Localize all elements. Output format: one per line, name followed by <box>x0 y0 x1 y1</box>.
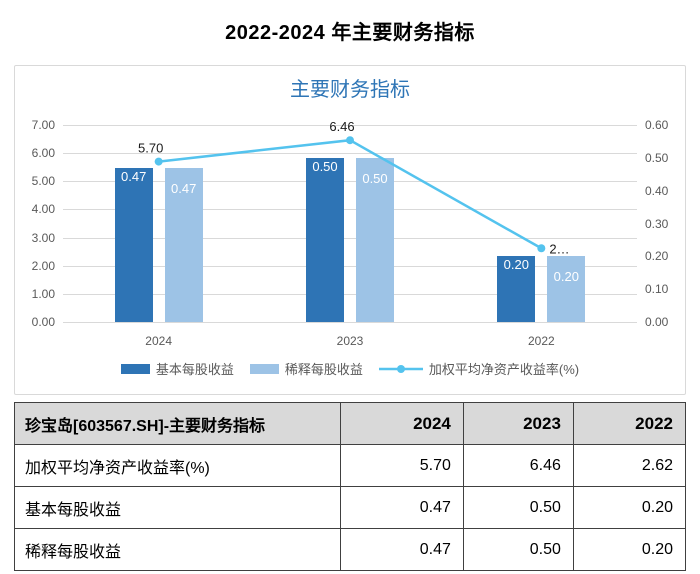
table-row-label: 基本每股收益 <box>13 486 342 529</box>
roe-line <box>158 138 542 250</box>
gridline <box>63 125 637 126</box>
gridline <box>63 181 637 182</box>
table-header-title: 珍宝岛[603567.SH]-主要财务指标 <box>13 402 342 445</box>
financial-table-header: 珍宝岛[603567.SH]-主要财务指标 2024 2023 2022 <box>13 402 687 445</box>
gridline <box>63 238 637 239</box>
legend-item-roe: 加权平均净资产收益率(%) <box>378 359 580 378</box>
right-axis-tick: 0.50 <box>645 150 669 165</box>
bar-value-label: 0.47 <box>171 180 197 196</box>
right-axis-tick: 0.20 <box>645 249 669 264</box>
table-row: 加权平均净资产收益率(%) 5.70 6.46 2.62 <box>13 444 687 487</box>
right-axis-tick: 0.00 <box>645 315 669 329</box>
chart-card: 主要财务指标 7.00 6.00 5.00 4.00 3.00 2.00 1.00 0.00 … <box>14 65 686 395</box>
chart-title: 主要财务指标 <box>290 79 410 101</box>
gridline <box>63 153 637 154</box>
gridline <box>63 266 637 267</box>
table-cell-value: 2.62 <box>572 444 687 487</box>
table-row: 稀释每股收益 0.47 0.50 0.20 <box>13 528 687 571</box>
table-header-year-2022: 2022 <box>572 402 687 445</box>
left-axis-tick: 1.00 <box>31 286 55 301</box>
financial-table: 珍宝岛[603567.SH]-主要财务指标 2024 2023 2022 加权平均净资… <box>13 402 687 571</box>
table-header-year-2023: 2023 <box>462 402 574 445</box>
table-cell-value: 0.47 <box>340 528 464 571</box>
chart-legend: 基本每股收益 稀释每股收益 加权平均净资产收益率(%) <box>15 359 685 378</box>
left-axis-tick: 4.00 <box>31 202 55 217</box>
table-cell-value: 0.20 <box>572 486 687 529</box>
table-cell-value: 6.46 <box>462 444 574 487</box>
legend-swatch-basic-eps <box>120 363 150 374</box>
roe-point-2022 <box>537 244 546 253</box>
table-header-row: 珍宝岛[603567.SH]-主要财务指标 2024 2023 2022 <box>13 402 687 445</box>
left-axis-tick: 6.00 <box>31 146 55 161</box>
roe-point-label: 5.70 <box>138 141 163 156</box>
legend-label-basic-eps: 基本每股收益 <box>155 362 234 377</box>
bar-value-label: 0.20 <box>503 257 529 273</box>
legend-label-diluted-eps: 稀释每股收益 <box>284 362 363 377</box>
roe-point-label: 6.46 <box>329 119 354 134</box>
table-row-label: 稀释每股收益 <box>13 528 342 571</box>
plot-area: 0.47 0.50 0.20 0.47 0.50 0.20 5.70 6.46 2… <box>63 119 637 323</box>
legend-line-sample <box>378 364 423 373</box>
left-axis-tick: 7.00 <box>31 118 55 132</box>
bar-value-label: 0.50 <box>362 170 388 186</box>
bar-value-label: 0.20 <box>553 269 579 285</box>
chart-body: 7.00 6.00 5.00 4.00 3.00 2.00 1.00 0.00 0.47 0.5… <box>15 118 685 329</box>
bar-value-label: 0.47 <box>121 168 147 184</box>
bar-diluted-eps-2022: 0.20 <box>547 256 586 322</box>
right-axis: 0.60 0.50 0.40 0.30 0.20 0.10 0.00 <box>637 118 679 329</box>
x-label-2023: 2023 <box>336 334 364 348</box>
roe-line-chart: 5.70 6.46 2… <box>138 119 570 256</box>
x-label-2024: 2024 <box>145 334 173 348</box>
bar-diluted-eps-2023: 0.50 <box>356 157 394 322</box>
roe-point-2024 <box>154 157 163 166</box>
gridline <box>63 294 637 295</box>
bar-basic-eps-2024: 0.47 <box>114 167 153 322</box>
legend-swatch-diluted-eps <box>249 363 279 374</box>
table-cell-value: 0.50 <box>462 486 574 529</box>
bar-basic-eps-2023: 0.50 <box>306 157 344 322</box>
right-axis-tick: 0.30 <box>645 216 669 231</box>
right-axis-tick: 0.40 <box>645 183 669 198</box>
x-axis-labels: 2024 2023 2022 <box>63 334 637 350</box>
table-cell-value: 0.50 <box>462 528 574 571</box>
table-row: 基本每股收益 0.47 0.50 0.20 <box>13 486 687 529</box>
table-cell-value: 5.70 <box>340 444 464 487</box>
table-row-label: 加权平均净资产收益率(%) <box>13 444 342 487</box>
bar-basic-eps-2022: 0.20 <box>497 256 536 322</box>
table-cell-value: 0.47 <box>340 486 464 529</box>
x-label-2022: 2022 <box>527 334 555 348</box>
gridline <box>63 322 637 323</box>
bar-value-label: 0.50 <box>312 158 338 174</box>
gridline <box>63 209 637 210</box>
legend-label-roe: 加权平均净资产收益率(%) <box>428 362 580 377</box>
page-title: 2022-2024 年主要财务指标 <box>225 22 475 44</box>
right-axis-tick: 0.60 <box>645 118 669 132</box>
table-cell-value: 0.20 <box>572 528 687 571</box>
left-axis-tick: 2.00 <box>31 258 55 273</box>
legend-item-diluted-eps: 稀释每股收益 <box>249 359 363 378</box>
left-axis-tick: 0.00 <box>31 315 55 329</box>
roe-point-2023 <box>346 136 354 145</box>
financial-table-body: 加权平均净资产收益率(%) 5.70 6.46 2.62 基本每股收益 0.47 0.50 0… <box>13 444 687 571</box>
left-axis-tick: 5.00 <box>31 174 55 189</box>
right-axis-tick: 0.10 <box>645 282 669 297</box>
legend-item-basic-eps: 基本每股收益 <box>120 359 234 378</box>
left-axis-tick: 3.00 <box>31 230 55 245</box>
roe-point-label: 2… <box>549 241 569 256</box>
table-header-year-2024: 2024 <box>340 402 464 445</box>
left-axis: 7.00 6.00 5.00 4.00 3.00 2.00 1.00 0.00 <box>21 118 63 329</box>
bar-diluted-eps-2024: 0.47 <box>164 167 203 322</box>
